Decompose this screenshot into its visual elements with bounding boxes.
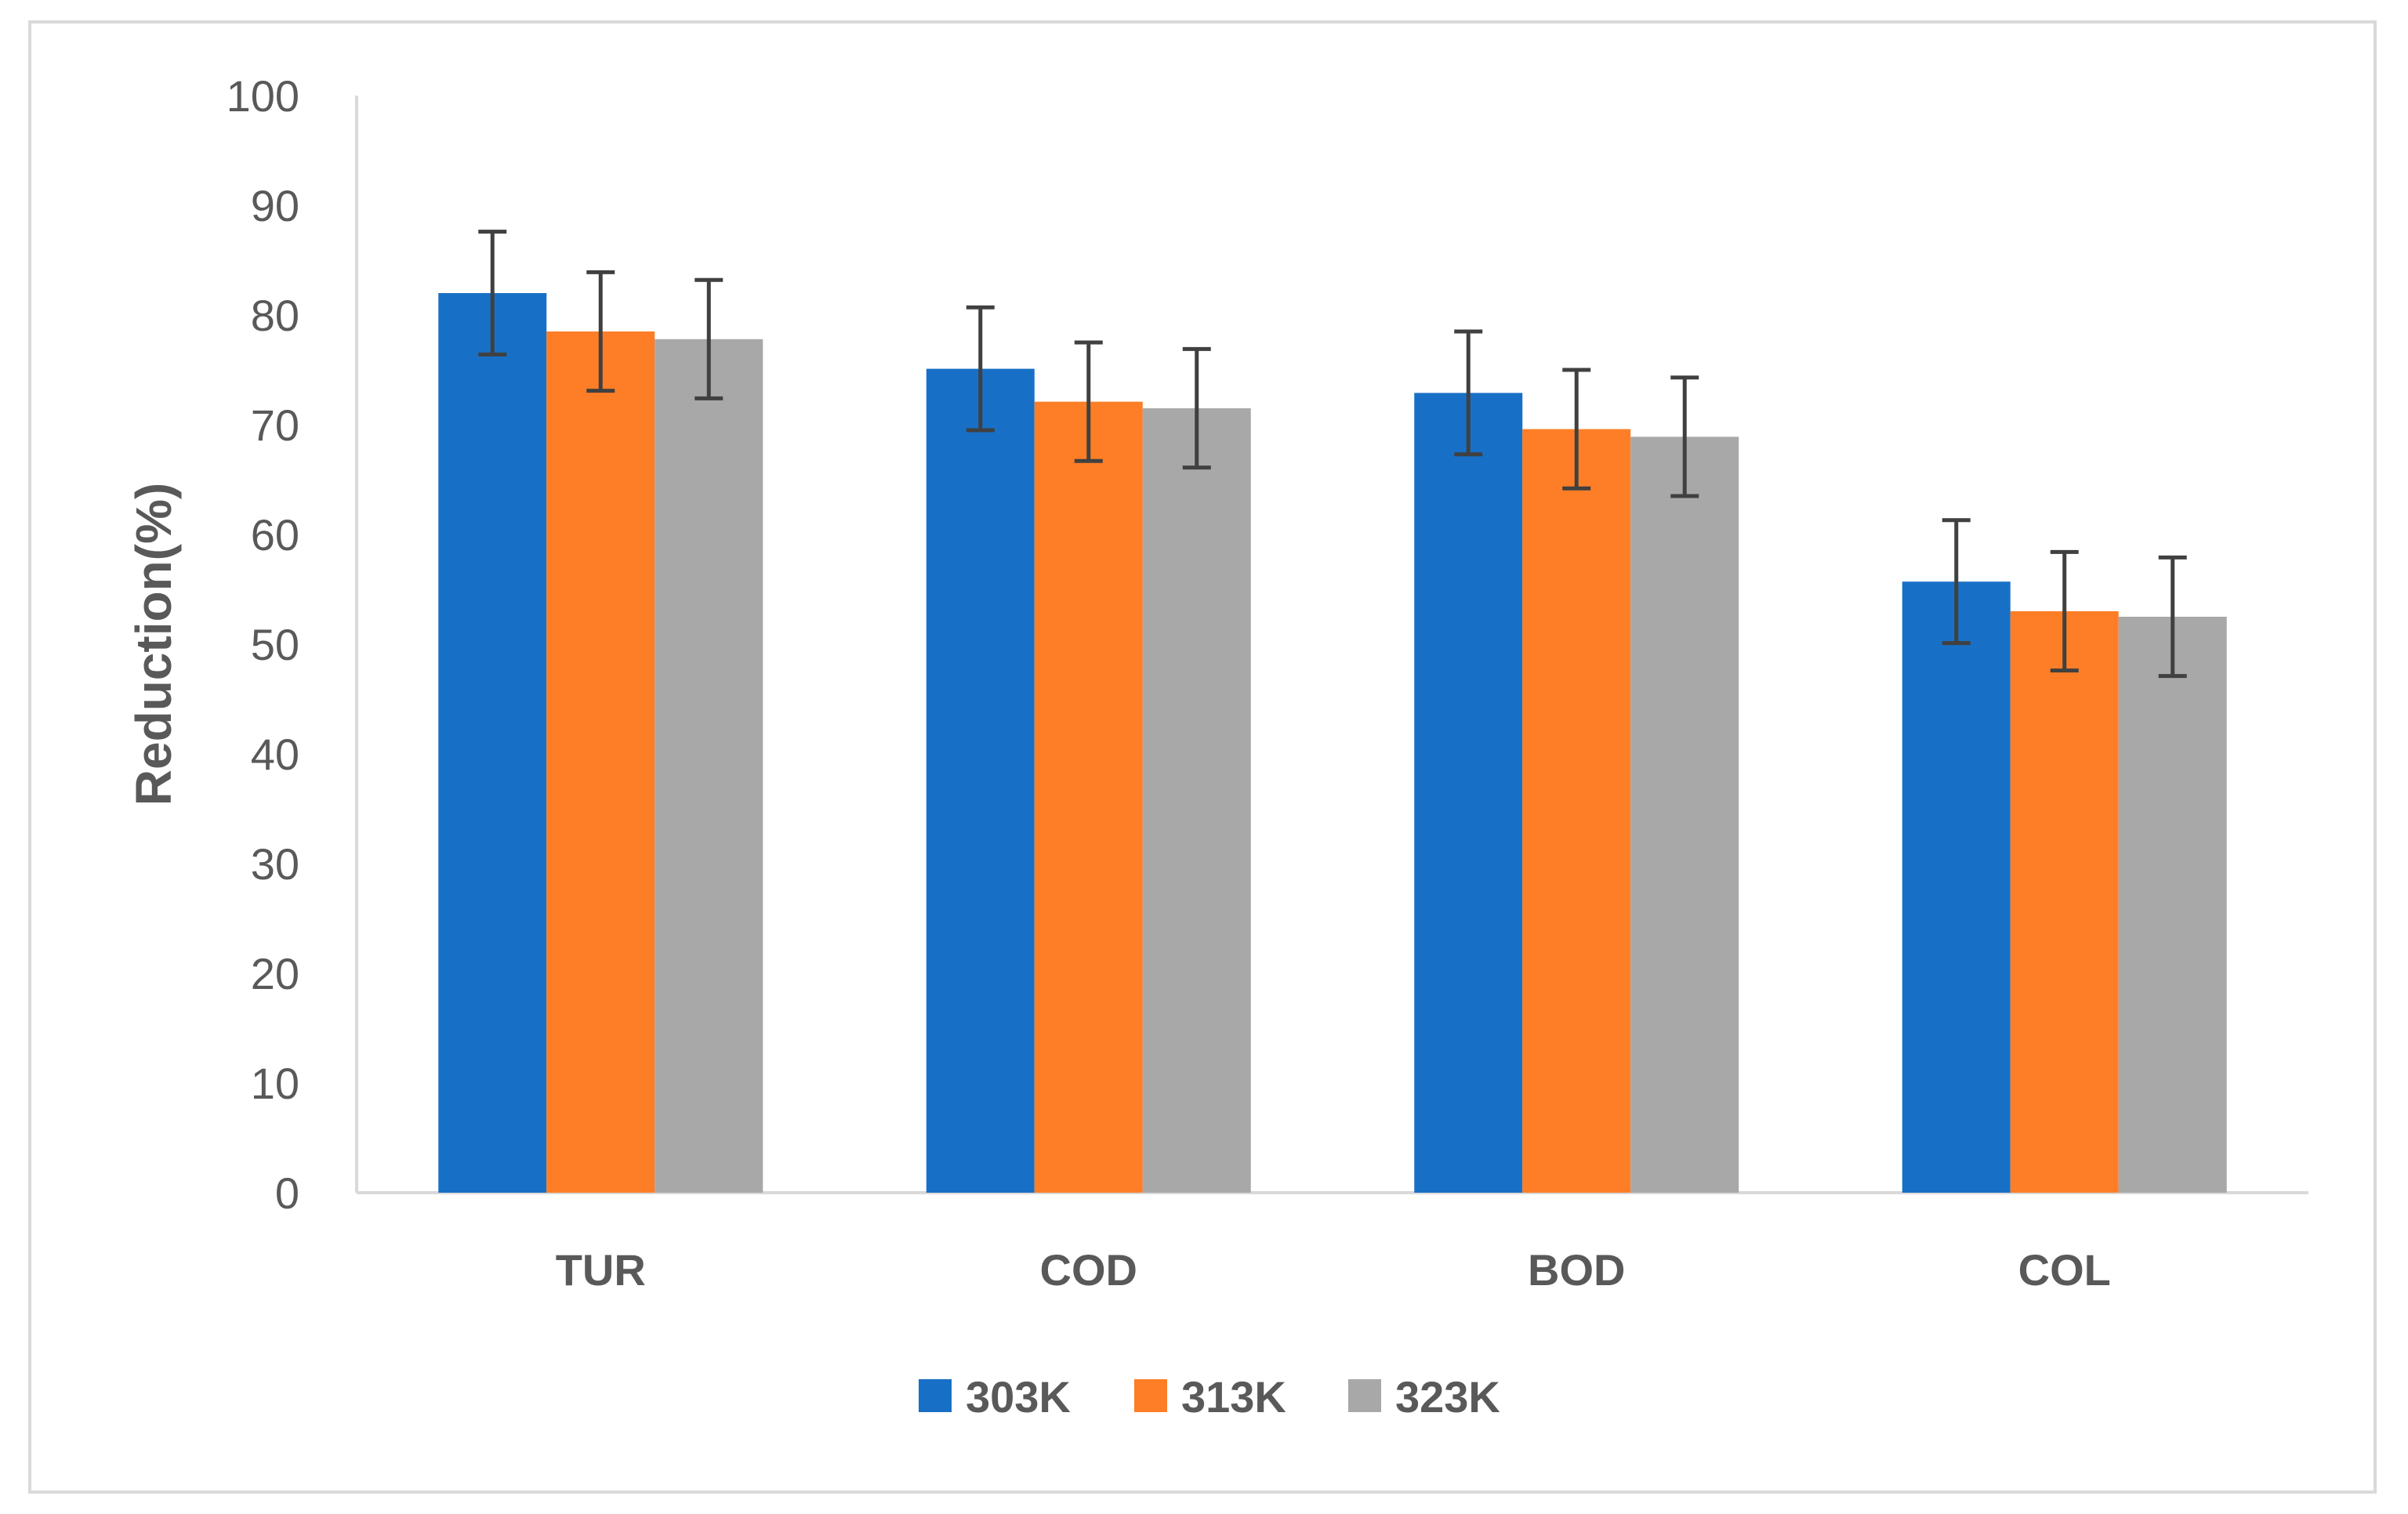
bar-303K-BOD bbox=[1414, 393, 1523, 1193]
bar-313K-COD bbox=[1034, 401, 1143, 1193]
legend-swatch-323K bbox=[1348, 1379, 1381, 1412]
y-axis-label: Reduction(%) bbox=[125, 483, 182, 806]
y-ticks: 0 10 20 30 40 50 60 70 80 90 100 bbox=[227, 71, 299, 1218]
y-tick-label: 30 bbox=[251, 839, 299, 889]
bar-323K-TUR bbox=[655, 339, 763, 1193]
chart-frame bbox=[28, 20, 2377, 1494]
y-tick-label: 10 bbox=[251, 1059, 299, 1108]
error-bars bbox=[478, 230, 2187, 679]
legend-label-313K: 313K bbox=[1181, 1372, 1286, 1422]
y-tick-label: 90 bbox=[251, 181, 299, 230]
legend: 303K 313K 323K bbox=[919, 1372, 1500, 1422]
bar-323K-COL bbox=[2118, 617, 2227, 1193]
legend-swatch-303K bbox=[919, 1379, 952, 1412]
y-tick-label: 100 bbox=[227, 71, 299, 121]
legend-label-323K: 323K bbox=[1395, 1372, 1500, 1422]
category-label: TUR bbox=[556, 1245, 646, 1295]
y-tick-label: 70 bbox=[251, 400, 299, 450]
bar-303K-COL bbox=[1902, 581, 2011, 1193]
y-tick-label: 80 bbox=[251, 291, 299, 340]
bars bbox=[438, 293, 2227, 1193]
category-labels: TUR COD BOD COL bbox=[556, 1245, 2111, 1295]
y-axis-label-group: Reduction(%) bbox=[125, 483, 182, 806]
bar-313K-TUR bbox=[546, 331, 655, 1193]
bar-323K-BOD bbox=[1630, 436, 1739, 1193]
bar-323K-COD bbox=[1142, 408, 1251, 1193]
category-label: COL bbox=[2018, 1245, 2111, 1295]
bar-303K-COD bbox=[926, 368, 1035, 1193]
bar-313K-COL bbox=[2010, 611, 2119, 1193]
bar-313K-BOD bbox=[1522, 429, 1631, 1193]
legend-label-303K: 303K bbox=[966, 1372, 1071, 1422]
y-tick-label: 60 bbox=[251, 510, 299, 560]
y-tick-label: 40 bbox=[251, 730, 299, 779]
y-tick-label: 50 bbox=[251, 620, 299, 669]
y-tick-label: 0 bbox=[275, 1168, 299, 1218]
y-tick-label: 20 bbox=[251, 949, 299, 998]
category-label: BOD bbox=[1528, 1245, 1625, 1295]
bar-303K-TUR bbox=[438, 293, 547, 1193]
category-label: COD bbox=[1040, 1245, 1137, 1295]
legend-swatch-313K bbox=[1134, 1379, 1167, 1412]
